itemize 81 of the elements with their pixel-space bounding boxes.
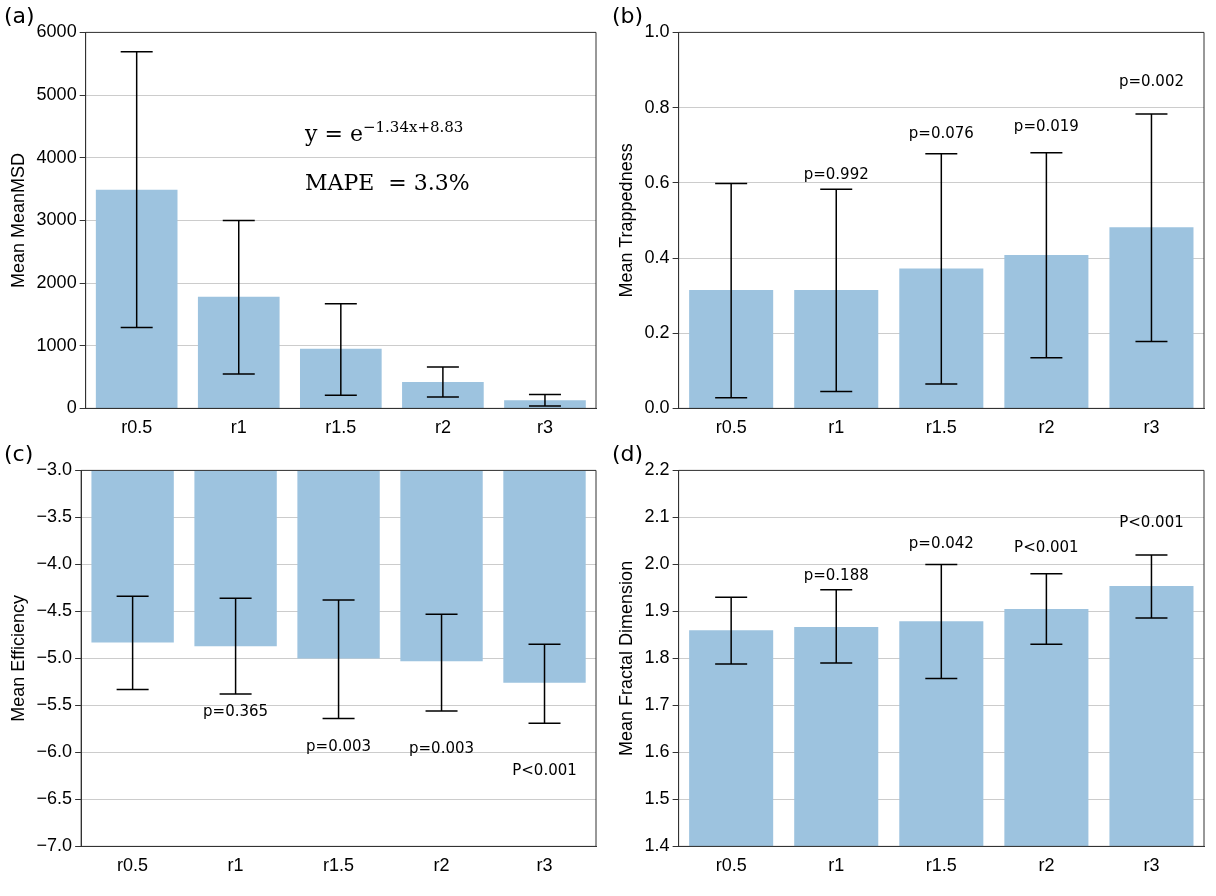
y-tick-label: 0.2	[644, 322, 670, 343]
y-axis-title: Mean Trappedness	[615, 143, 636, 298]
y-tick-label: 0	[66, 397, 77, 418]
bar	[197, 296, 280, 408]
x-tick-label: r3	[1143, 855, 1160, 876]
x-tick-label: r2	[434, 417, 451, 438]
y-tick-label: −5.5	[36, 694, 73, 715]
y-tick-label: −4.0	[36, 553, 73, 574]
y-tick-label: 0.8	[644, 96, 670, 117]
x-tick-label: r2	[1038, 417, 1055, 438]
x-tick-label: r2	[1038, 855, 1055, 876]
y-tick-label: 2.0	[644, 553, 670, 574]
bar	[794, 289, 879, 408]
y-tick-label: 1.8	[644, 647, 670, 668]
x-tick-label: r1.5	[323, 855, 355, 876]
chart-title: (d)	[612, 440, 644, 466]
x-tick-label: r2	[433, 855, 450, 876]
chart-title: (b)	[612, 2, 644, 28]
annotation: p=0.992	[803, 165, 869, 184]
bar	[402, 382, 484, 408]
y-tick-label: 0.0	[644, 397, 670, 418]
y-tick-label: 1.0	[644, 21, 670, 42]
x-tick-label: r1	[227, 855, 244, 876]
bar	[95, 189, 178, 408]
y-tick-label: −7.0	[36, 835, 73, 856]
chart-title: (c)	[4, 440, 34, 466]
y-tick-label: 1.9	[644, 600, 670, 621]
y-tick-label: −5.0	[36, 647, 73, 668]
bar	[689, 289, 774, 408]
y-tick-label: 5000	[36, 84, 77, 105]
y-axis-title: Mean Efficiency	[7, 595, 28, 722]
bar	[1004, 254, 1089, 408]
y-tick-label: 1000	[36, 334, 77, 355]
y-tick-label: −3.5	[36, 506, 73, 527]
annotation: P<0.001	[1014, 537, 1079, 556]
x-tick-label: r1.5	[925, 417, 957, 438]
y-tick-label: −4.5	[36, 600, 73, 621]
x-tick-label: r1	[828, 417, 845, 438]
annotation: p=0.002	[1118, 71, 1184, 90]
annotation: p=0.003	[409, 739, 475, 758]
y-tick-label: 2000	[36, 272, 77, 293]
y-tick-label: 6000	[36, 21, 77, 42]
x-tick-label: r1	[828, 855, 845, 876]
y-tick-label: −6.5	[36, 788, 73, 809]
y-tick-label: 1.4	[644, 835, 670, 856]
bar	[299, 348, 382, 408]
x-tick-label: r0.5	[715, 855, 747, 876]
bar	[899, 268, 984, 408]
y-tick-label: 2.1	[644, 506, 670, 527]
x-tick-label: r0.5	[121, 417, 153, 438]
bar	[1109, 227, 1194, 408]
y-tick-label: 0.4	[644, 246, 670, 267]
annotation: p=0.365	[203, 702, 269, 721]
annotation: p=0.076	[908, 123, 974, 142]
y-axis-title: Mean MeanMSD	[7, 152, 28, 288]
x-tick-label: r0.5	[117, 855, 149, 876]
annotation: MAPE = 3.3%	[305, 170, 470, 196]
annotation: p=0.188	[803, 565, 869, 584]
y-tick-label: 0.6	[644, 171, 670, 192]
y-tick-label: 4000	[36, 146, 77, 167]
x-tick-label: r3	[536, 855, 553, 876]
y-tick-label: 3000	[36, 209, 77, 230]
y-tick-label: 1.6	[644, 741, 670, 762]
x-tick-label: r1.5	[925, 855, 957, 876]
x-tick-label: r0.5	[715, 417, 747, 438]
x-tick-label: r3	[536, 417, 553, 438]
annotation: p=0.019	[1013, 116, 1079, 135]
x-tick-label: r1	[230, 417, 247, 438]
annotation: P<0.001	[512, 761, 577, 780]
annotation: p=0.003	[306, 736, 372, 755]
annotation: p=0.042	[908, 534, 974, 553]
y-tick-label: 1.5	[644, 788, 670, 809]
y-tick-label: 2.2	[644, 459, 670, 480]
y-tick-label: 1.7	[644, 694, 670, 715]
chart-title: (a)	[4, 2, 35, 28]
x-tick-label: r3	[1143, 417, 1160, 438]
y-tick-label: −3.0	[36, 459, 73, 480]
y-axis-title: Mean Fractal Dimension	[615, 560, 636, 756]
x-tick-label: r1.5	[325, 417, 357, 438]
annotation: P<0.001	[1119, 513, 1184, 531]
y-tick-label: −6.0	[36, 741, 73, 762]
